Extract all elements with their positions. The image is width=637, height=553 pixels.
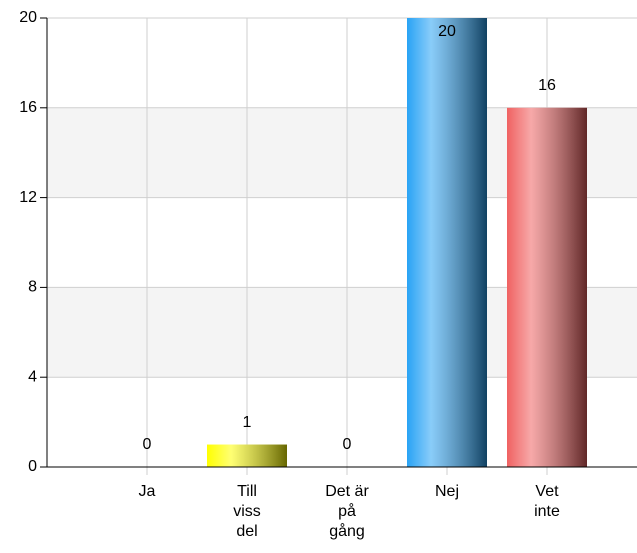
x-tick-label: Till viss del (233, 483, 261, 540)
x-tick-label: Det är på gång (325, 483, 369, 540)
value-label: 1 (243, 414, 252, 431)
x-tick-label: Vet inte (534, 483, 560, 520)
y-tick-label: 20 (19, 9, 37, 26)
bar-shade (507, 107, 587, 468)
y-tick-label: 16 (19, 99, 37, 116)
bar-shade (207, 444, 287, 467)
y-tick-label: 8 (28, 279, 37, 296)
y-tick-label: 12 (19, 189, 37, 206)
value-label: 0 (343, 436, 352, 453)
value-label: 16 (538, 77, 556, 94)
value-label: 0 (143, 436, 152, 453)
x-tick-label: Nej (434, 483, 459, 500)
value-label: 20 (438, 23, 456, 40)
x-tick-label: Ja (138, 483, 156, 500)
bar-shade (407, 18, 487, 467)
y-tick-label: 0 (28, 458, 37, 475)
y-tick-label: 4 (28, 368, 37, 385)
